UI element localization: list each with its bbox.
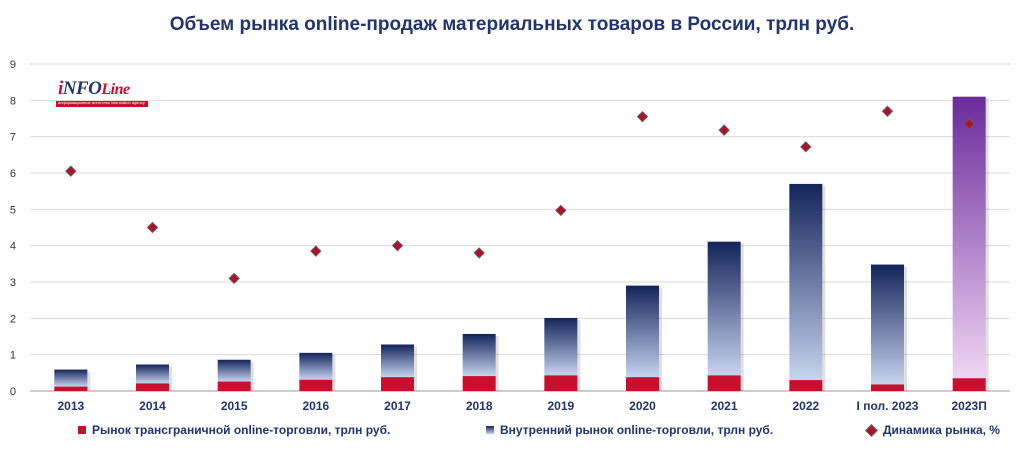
bar-cross-border bbox=[299, 379, 333, 391]
legend-item-domestic: Внутренний рынок online-торговли, трлн р… bbox=[486, 423, 773, 437]
bar-cross-border bbox=[952, 378, 986, 391]
y-tick-label: 9 bbox=[10, 59, 16, 71]
dynamics-marker bbox=[800, 141, 812, 153]
bar-cross-border bbox=[544, 375, 578, 391]
y-tick-label: 1 bbox=[10, 350, 16, 362]
y-tick-label: 0 bbox=[10, 386, 16, 398]
x-tick-label: 2020 bbox=[629, 399, 656, 413]
dynamics-marker bbox=[65, 165, 77, 177]
dynamics-marker bbox=[718, 124, 730, 136]
bar-cross-border bbox=[54, 386, 88, 391]
x-tick-label: I пол. 2023 bbox=[857, 399, 919, 413]
legend-diamond-icon bbox=[865, 423, 878, 437]
y-tick-label: 3 bbox=[10, 277, 16, 289]
x-tick-label: 2017 bbox=[384, 399, 411, 413]
x-tick-label: 2018 bbox=[466, 399, 493, 413]
x-tick-label: 2023П bbox=[952, 399, 987, 413]
x-tick-label: 2019 bbox=[547, 399, 574, 413]
bar-domestic bbox=[217, 359, 251, 382]
y-tick-label: 5 bbox=[10, 204, 16, 216]
x-tick-label: 2013 bbox=[57, 399, 84, 413]
legend-label-cross-border: Рынок трансграничной online-торговли, тр… bbox=[92, 423, 391, 437]
y-tick-label: 2 bbox=[10, 313, 16, 325]
bar-domestic bbox=[871, 264, 904, 385]
dynamics-marker bbox=[228, 272, 240, 285]
legend-label-dynamics: Динамика рынка, % bbox=[883, 423, 1000, 437]
legend-swatch-cross-border bbox=[78, 426, 86, 434]
bar-domestic bbox=[299, 352, 333, 380]
bar-cross-border bbox=[136, 383, 169, 391]
x-tick-label: 2021 bbox=[711, 399, 738, 413]
dynamics-marker bbox=[146, 221, 159, 234]
bar-cross-border bbox=[871, 384, 904, 391]
legend-label-domestic: Внутренний рынок online-торговли, трлн р… bbox=[500, 423, 774, 437]
bar-domestic bbox=[54, 369, 88, 387]
bar-cross-border bbox=[462, 376, 496, 391]
dynamics-marker bbox=[963, 118, 975, 130]
bar-domestic bbox=[381, 344, 414, 378]
dynamics-marker bbox=[881, 105, 894, 117]
bar-cross-border bbox=[381, 377, 414, 391]
legend-item-dynamics: Динамика рынка, % bbox=[865, 423, 1000, 437]
x-tick-label: 2022 bbox=[792, 399, 819, 413]
chart-title: Объем рынка online-продаж материальных т… bbox=[169, 14, 855, 35]
y-tick-label: 6 bbox=[10, 168, 16, 180]
bar-domestic bbox=[789, 183, 823, 381]
dynamics-marker bbox=[555, 204, 567, 217]
bar-domestic bbox=[544, 317, 578, 376]
bar-domestic bbox=[707, 241, 741, 376]
dynamics-marker bbox=[636, 110, 649, 123]
legend-item-cross-border: Рынок трансграничной online-торговли, тр… bbox=[78, 423, 390, 437]
bar-cross-border bbox=[707, 375, 741, 391]
legend-swatch-domestic bbox=[486, 426, 494, 434]
bar-domestic bbox=[462, 333, 496, 377]
dynamics-marker bbox=[473, 247, 485, 259]
x-tick-label: 2015 bbox=[221, 399, 248, 413]
x-tick-label: 2016 bbox=[302, 399, 329, 413]
y-tick-label: 7 bbox=[10, 132, 16, 144]
dynamics-marker bbox=[310, 245, 322, 257]
bar-domestic bbox=[626, 285, 659, 378]
dynamics-marker bbox=[391, 239, 404, 252]
bar-cross-border bbox=[217, 381, 251, 391]
bar-domestic bbox=[952, 96, 986, 379]
infoline-logo: iNFOLine информационное агентство inform… bbox=[56, 78, 152, 112]
bar-cross-border bbox=[789, 380, 823, 391]
bar-domestic bbox=[136, 364, 169, 384]
y-tick-label: 4 bbox=[10, 241, 16, 253]
y-tick-label: 8 bbox=[10, 95, 16, 107]
x-tick-label: 2014 bbox=[139, 399, 166, 413]
bar-cross-border bbox=[626, 377, 659, 391]
